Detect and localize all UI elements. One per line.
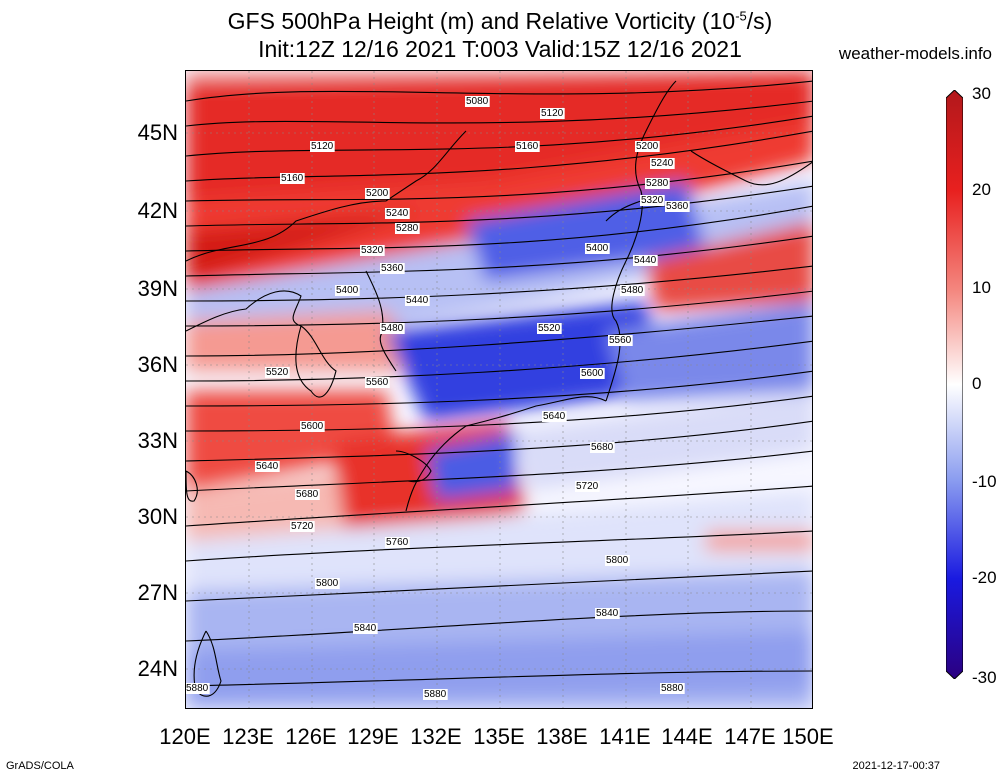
lat-label: 42N: [137, 198, 178, 223]
lon-label: 150E: [782, 724, 834, 749]
contour-label: 5400: [336, 285, 359, 296]
vorticity-map: 5080 5120 5120 5160 5160 5200 5200 5240 …: [185, 70, 813, 709]
contour-label: 5320: [361, 245, 384, 256]
lat-label: 33N: [137, 428, 178, 453]
lat-label: 24N: [137, 656, 178, 681]
lon-label: 123E: [222, 724, 274, 749]
lat-label: 27N: [137, 580, 178, 605]
lon-label: 144E: [661, 724, 713, 749]
contour-label: 5520: [538, 323, 561, 334]
contour-label: 5200: [366, 188, 389, 199]
footer-left: GrADS/COLA: [6, 760, 74, 772]
contour-label: 5640: [256, 461, 279, 472]
contour-label: 5120: [311, 141, 334, 152]
colorbar: [945, 89, 964, 680]
contour-label: 5280: [646, 178, 669, 189]
contour-label: 5720: [576, 481, 599, 492]
contour-label: 5600: [301, 421, 324, 432]
footer-timestamp: 2021-12-17-00:37: [852, 760, 940, 772]
contour-label: 5360: [381, 263, 404, 274]
contour-label: 5080: [466, 96, 489, 107]
contour-label: 5360: [666, 201, 689, 212]
contour-label: 5480: [621, 285, 644, 296]
lon-label: 138E: [536, 724, 588, 749]
graticule: [186, 71, 812, 708]
contour-label: 5720: [291, 521, 314, 532]
contour-label: 5880: [661, 683, 684, 694]
lon-label: 147E: [724, 724, 776, 749]
contour-label: 5760: [386, 537, 409, 548]
contour-label: 5160: [281, 173, 304, 184]
contour-label: 5560: [609, 335, 632, 346]
colorbar-label: -10: [972, 472, 997, 491]
contour-label: 5560: [366, 377, 389, 388]
contour-label: 5880: [424, 689, 447, 700]
contour-label: 5160: [516, 141, 539, 152]
contour-label: 5400: [586, 243, 609, 254]
lon-label: 129E: [347, 724, 399, 749]
colorbar-label: 20: [972, 180, 991, 199]
contour-label: 5240: [651, 158, 674, 169]
height-contours: [186, 80, 812, 687]
lon-label: 141E: [599, 724, 651, 749]
contour-label: 5320: [641, 195, 664, 206]
contour-label: 5440: [634, 255, 657, 266]
contour-label: 5880: [186, 683, 209, 694]
contour-label-group: 5080 5120 5120 5160 5160 5200 5200 5240 …: [186, 96, 690, 700]
contour-label: 5280: [396, 223, 419, 234]
contour-label: 5640: [543, 411, 566, 422]
contour-label: 5800: [606, 555, 629, 566]
colorbar-label: 10: [972, 278, 991, 297]
contour-label: 5520: [266, 367, 289, 378]
colorbar-label: -30: [972, 668, 997, 687]
map-svg: 5080 5120 5120 5160 5160 5200 5200 5240 …: [186, 71, 812, 708]
lat-label: 30N: [137, 504, 178, 529]
contour-label: 5800: [316, 578, 339, 589]
chart-title-line1: GFS 500hPa Height (m) and Relative Vorti…: [227, 8, 773, 34]
contour-label: 5120: [541, 108, 564, 119]
lat-label: 45N: [137, 120, 178, 145]
contour-label: 5200: [636, 141, 659, 152]
lon-label: 120E: [159, 724, 211, 749]
colorbar-label: 0: [972, 374, 982, 393]
contour-label: 5680: [296, 489, 319, 500]
lon-label: 132E: [410, 724, 462, 749]
colorbar-label: 30: [972, 84, 991, 103]
colorbar-label: -20: [972, 568, 997, 587]
contour-label: 5840: [354, 623, 377, 634]
lon-label: 126E: [285, 724, 337, 749]
contour-label: 5440: [406, 295, 429, 306]
contour-label: 5480: [381, 323, 404, 334]
lon-label: 135E: [473, 724, 525, 749]
site-label: weather-models.info: [838, 44, 992, 63]
contour-label: 5600: [581, 368, 604, 379]
chart-title-line2: Init:12Z 12/16 2021 T:003 Valid:15Z 12/1…: [258, 36, 742, 62]
lat-label: 36N: [137, 352, 178, 377]
contour-label: 5840: [596, 608, 619, 619]
lat-label: 39N: [137, 276, 178, 301]
contour-label: 5680: [591, 442, 614, 453]
contour-label: 5240: [386, 208, 409, 219]
